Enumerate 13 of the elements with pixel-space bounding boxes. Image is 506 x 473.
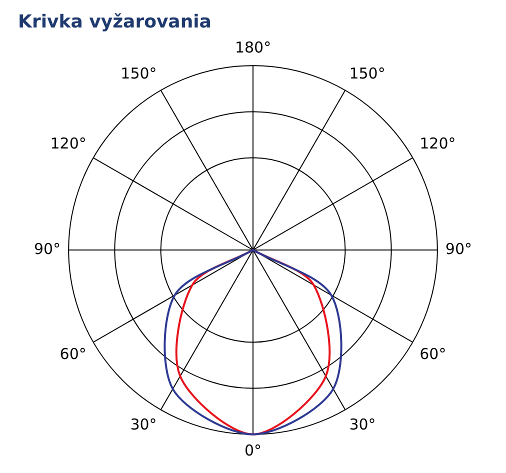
spoke-label: 120°	[420, 134, 456, 153]
spoke-label: 30°	[349, 416, 376, 434]
spoke-label: 60°	[60, 345, 86, 364]
chart-title: Krivka vyžarovania	[18, 11, 212, 32]
spoke-label: 30°	[130, 416, 157, 434]
spoke-label: 120°	[50, 134, 86, 153]
spoke-label: 60°	[420, 345, 446, 364]
spoke-label: 150°	[349, 64, 386, 82]
spoke-label: 90°	[34, 240, 61, 258]
spoke-label: 90°	[445, 240, 472, 258]
spoke-label: 0°	[244, 441, 262, 460]
spoke-label: 150°	[120, 64, 157, 82]
spoke-label: 180°	[234, 38, 272, 56]
